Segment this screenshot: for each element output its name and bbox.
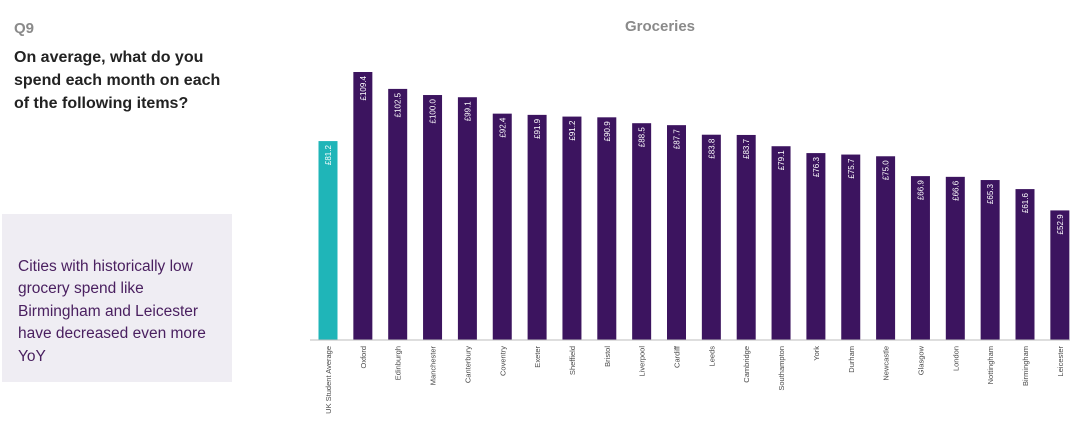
category-label: Sheffield <box>568 346 577 375</box>
category-label: Manchester <box>429 346 438 386</box>
data-label: £66.9 <box>916 180 925 201</box>
bar-manchester <box>423 95 443 340</box>
category-label: Nottingham <box>986 346 995 384</box>
category-label: Leeds <box>707 346 716 367</box>
category-labels-group: UK Student Average Oxford Edinburgh Manches… <box>324 345 1065 414</box>
data-label: £75.0 <box>882 160 891 181</box>
category-label: Southampton <box>777 346 786 391</box>
bar-oxford <box>353 72 373 340</box>
data-label: £90.9 <box>603 121 612 142</box>
data-label: £99.1 <box>463 101 472 122</box>
bar-leeds <box>701 134 721 340</box>
category-label: Birmingham <box>1021 346 1030 386</box>
bar-sheffield <box>562 116 582 340</box>
bar-edinburgh <box>388 88 408 340</box>
bar-cambridge <box>736 134 756 340</box>
insight-callout-text: Cities with historically low grocery spe… <box>18 258 206 365</box>
data-label: £83.8 <box>707 138 716 159</box>
data-label: £81.2 <box>324 145 333 166</box>
data-label: £88.5 <box>638 127 647 148</box>
bar-uk-student-average <box>318 141 338 340</box>
data-label: £109.4 <box>359 75 368 100</box>
category-label: UK Student Average <box>324 346 333 414</box>
data-label: £79.1 <box>777 150 786 171</box>
data-label: £61.6 <box>1021 193 1030 214</box>
bar-birmingham <box>1015 189 1035 340</box>
bar-nottingham <box>980 180 1000 340</box>
data-label: £52.9 <box>1056 214 1065 235</box>
bar-glasgow <box>910 176 930 340</box>
bar-bristol <box>597 117 617 341</box>
category-label: Bristol <box>603 346 612 367</box>
groceries-bar-chart: Groceries £81.2 £109.4 £102.5 £100.0 £99.1 £9… <box>310 18 1070 414</box>
category-label: Newcastle <box>882 346 891 381</box>
bar-london <box>945 176 965 340</box>
bar-durham <box>841 154 861 340</box>
data-label: £76.3 <box>812 157 821 178</box>
category-label: London <box>951 346 960 371</box>
category-label: Durham <box>847 346 856 373</box>
category-label: Oxford <box>359 346 368 369</box>
bar-cardiff <box>667 125 686 340</box>
bar-liverpool <box>632 123 652 340</box>
data-label: £83.7 <box>742 138 751 159</box>
bar-leicester <box>1050 210 1070 340</box>
category-label: Cambridge <box>742 346 751 383</box>
category-label: York <box>812 346 821 361</box>
bar-york <box>806 153 826 340</box>
question-number: Q9 <box>14 20 35 37</box>
data-label: £91.2 <box>568 120 577 141</box>
category-label: Edinburgh <box>394 346 403 380</box>
chart-title: Groceries <box>625 18 695 35</box>
data-label: £91.9 <box>533 118 542 139</box>
bar-exeter <box>527 114 547 340</box>
data-label: £75.7 <box>847 158 856 179</box>
category-label: Liverpool <box>638 346 647 377</box>
bar-newcastle <box>876 156 896 340</box>
bars-group: £81.2 £109.4 £102.5 £100.0 £99.1 £92.4 £91.9 £9… <box>318 72 1070 341</box>
category-label: Glasgow <box>916 345 925 375</box>
data-label: £65.3 <box>986 183 995 204</box>
bar-canterbury <box>457 97 477 340</box>
insight-callout: Cities with historically low grocery spe… <box>2 214 232 382</box>
data-label: £100.0 <box>429 98 438 123</box>
data-label: £87.7 <box>673 129 682 150</box>
data-label: £66.6 <box>951 180 960 201</box>
data-label: £92.4 <box>498 117 507 138</box>
category-label: Canterbury <box>463 346 472 383</box>
data-label: £102.5 <box>394 92 403 117</box>
category-label: Exeter <box>533 346 542 368</box>
category-label: Coventry <box>498 346 507 376</box>
category-label: Cardiff <box>673 345 682 368</box>
question-text: On average, what do you spend each month… <box>14 49 221 113</box>
category-label: Leicester <box>1056 346 1065 377</box>
bar-coventry <box>492 113 512 340</box>
bar-southampton <box>771 146 791 340</box>
